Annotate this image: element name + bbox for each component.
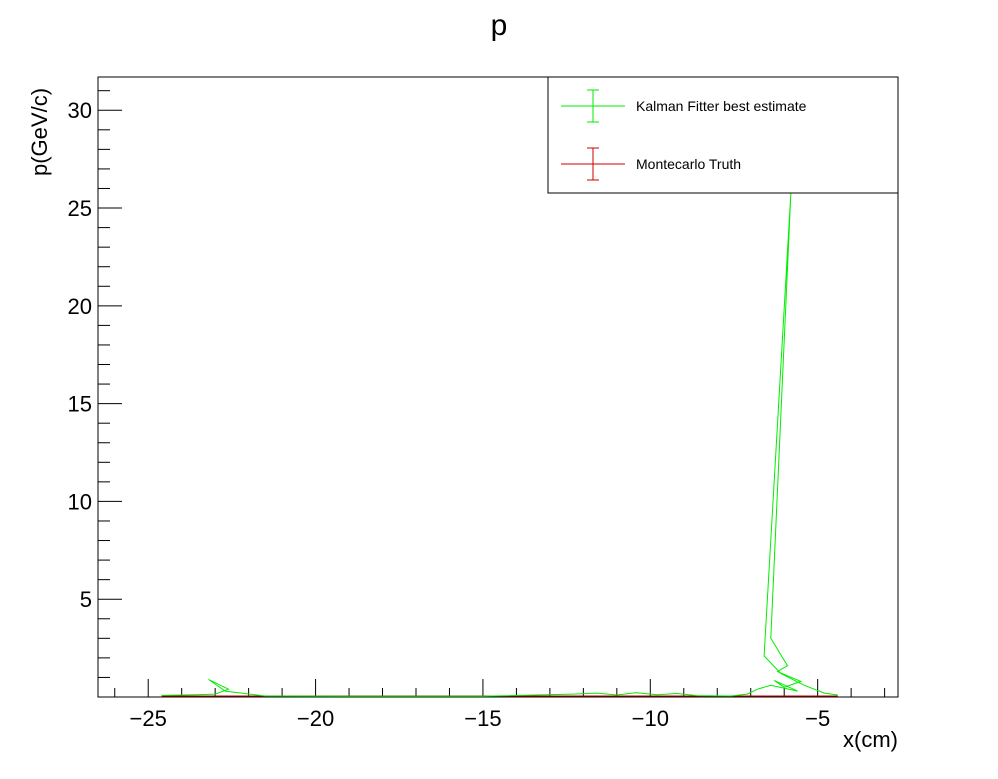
x-tick-label: −10 — [632, 706, 669, 731]
y-tick-label: 20 — [68, 294, 92, 319]
legend-box — [547, 76, 899, 194]
y-tick-label: 30 — [68, 98, 92, 123]
legend-label: Montecarlo Truth — [636, 156, 741, 172]
plot-frame — [97, 76, 899, 698]
y-tick-label: 15 — [68, 392, 92, 417]
y-axis-label: p(GeV/c) — [27, 88, 52, 176]
x-tick-label: −5 — [805, 706, 830, 731]
chart-title: p — [491, 9, 508, 42]
y-tick-label: 10 — [68, 489, 92, 514]
series-line-kalman-fitter-best-estimate — [161, 192, 838, 697]
y-tick-label: 5 — [80, 587, 92, 612]
legend-label: Kalman Fitter best estimate — [636, 98, 807, 114]
x-axis-label: x(cm) — [843, 727, 898, 752]
x-tick-label: −15 — [464, 706, 501, 731]
x-tick-label: −20 — [297, 706, 334, 731]
y-tick-label: 25 — [68, 196, 92, 221]
x-tick-label: −25 — [130, 706, 167, 731]
